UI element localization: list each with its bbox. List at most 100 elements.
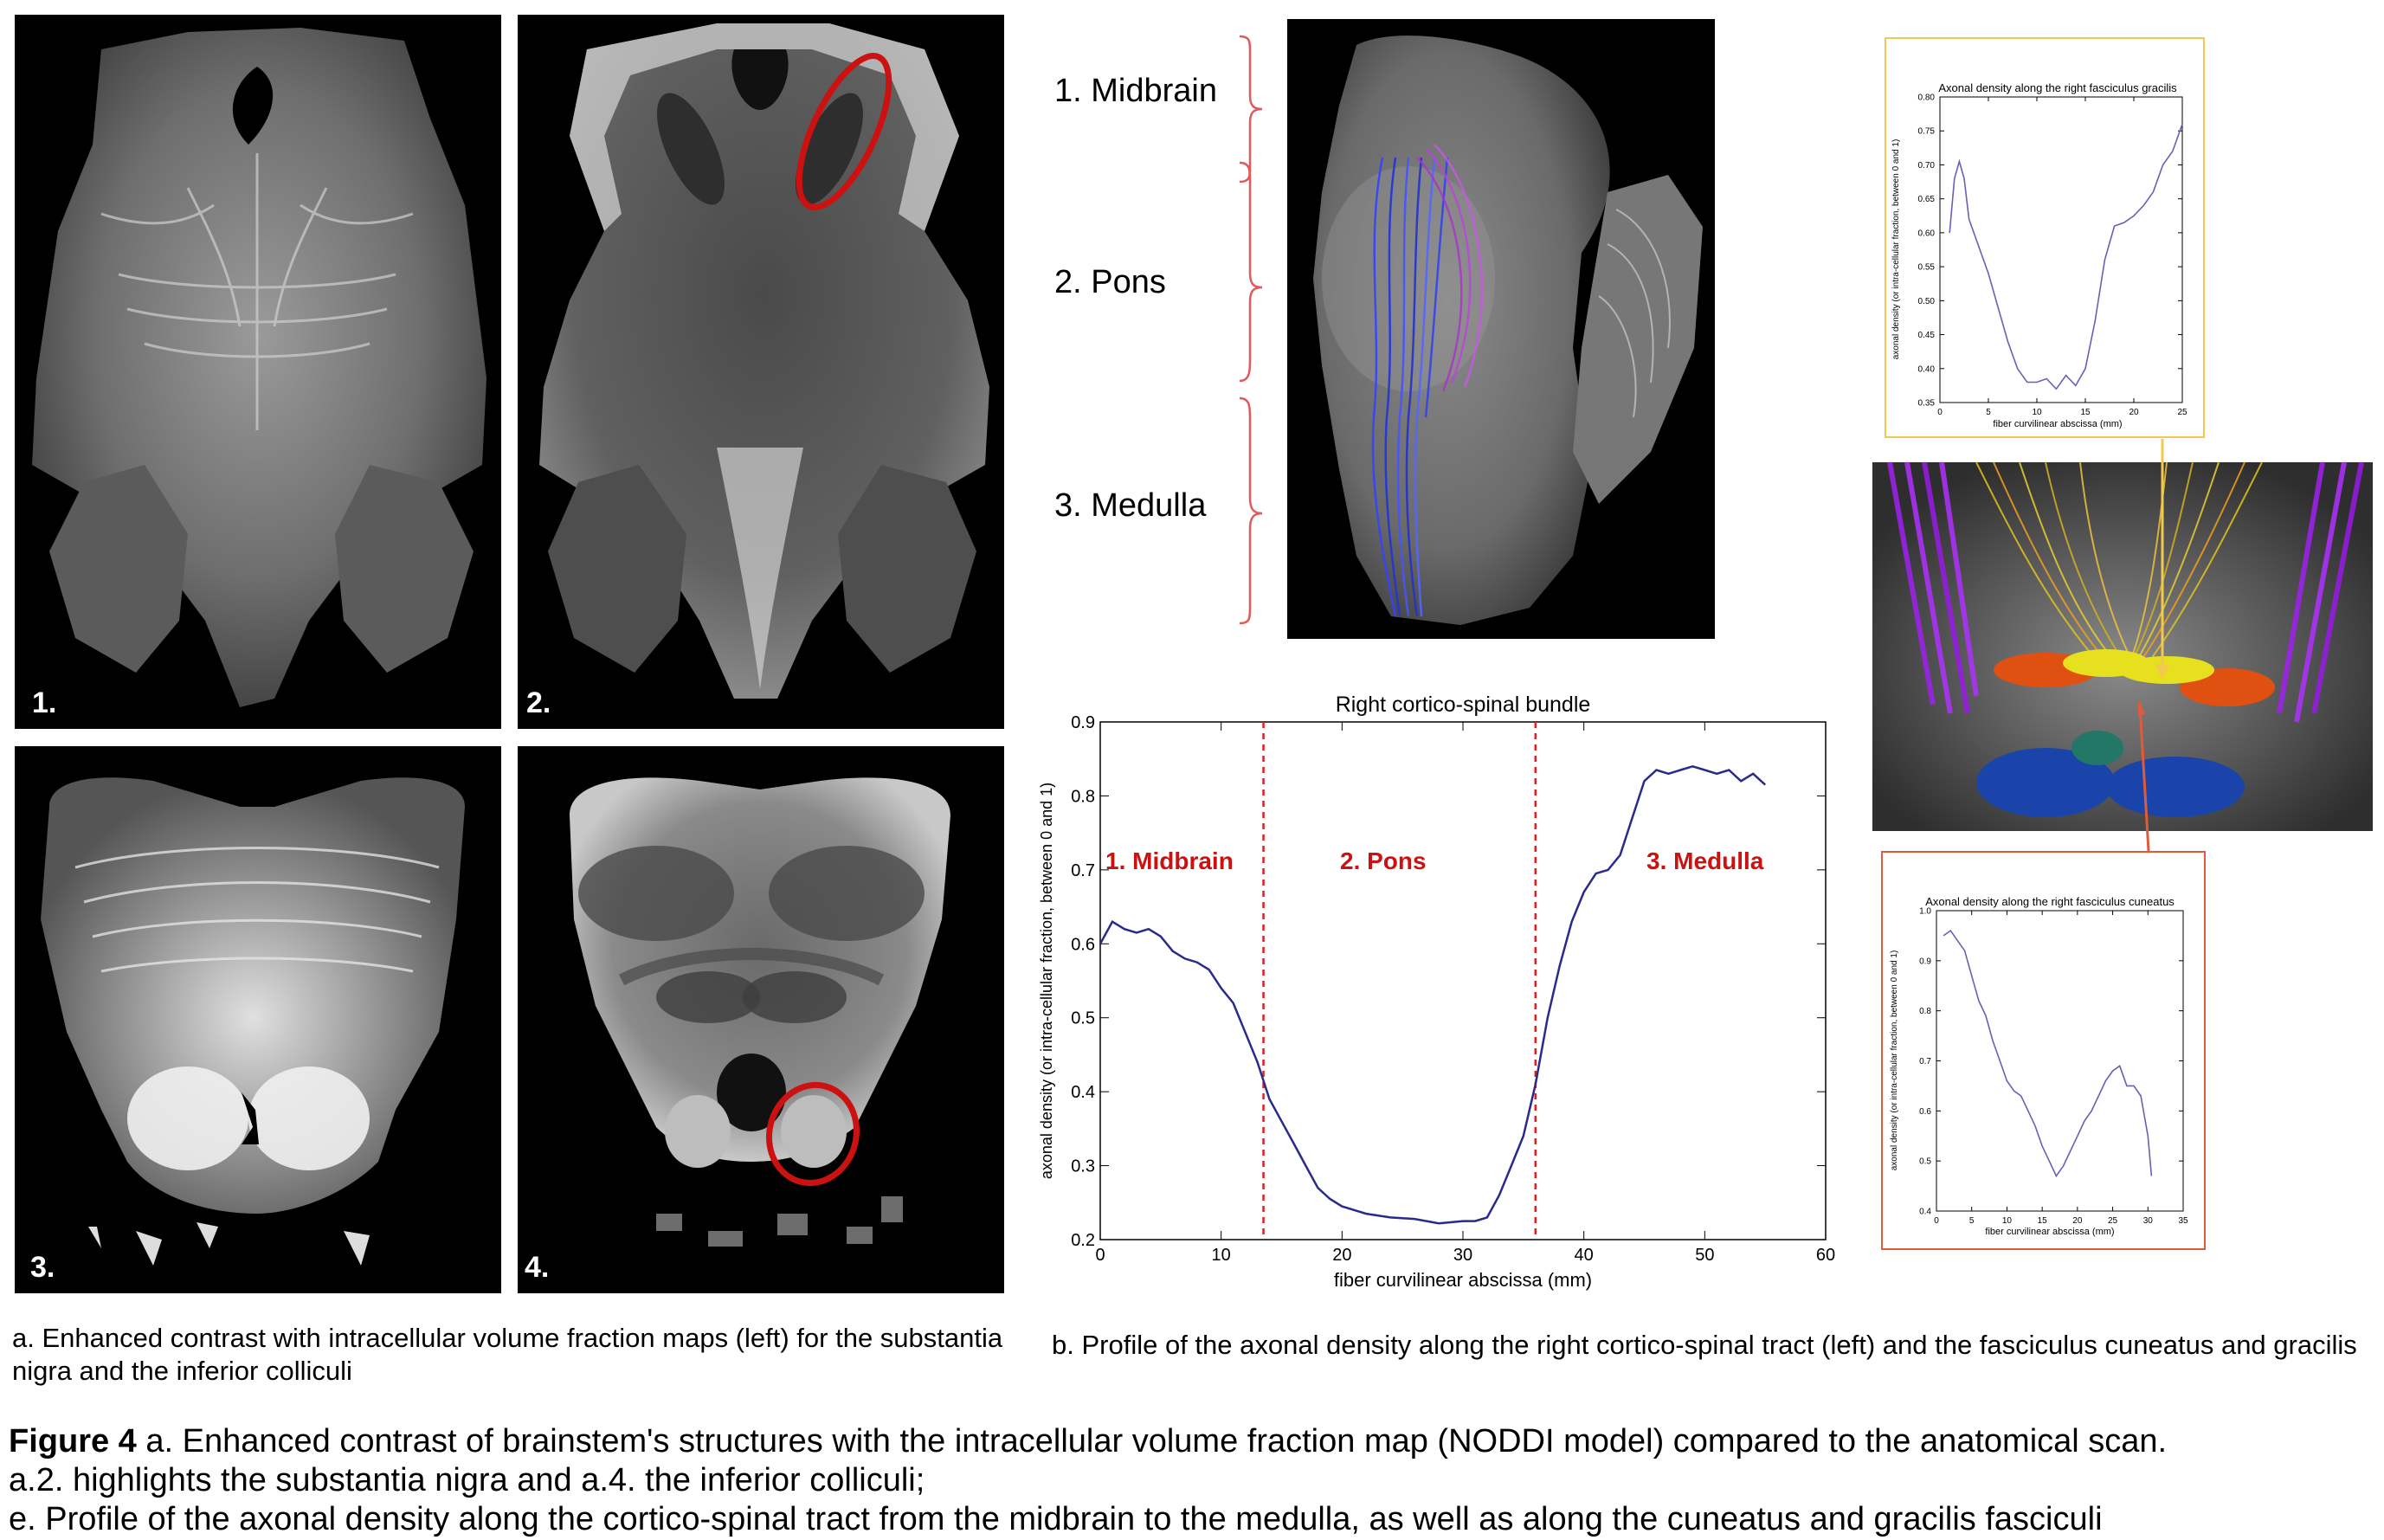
y-tick-label: 0.6: [1071, 935, 1095, 954]
caption-b: b. Profile of the axonal density along t…: [1052, 1330, 2357, 1360]
y-tick-label: 0.8: [1919, 1007, 1931, 1016]
series-line: [1099, 764, 1767, 1225]
mri-panel-3: 3.: [15, 746, 501, 1293]
region-label-medulla: 3. Medulla: [1054, 487, 1207, 524]
inferior-colliculus-highlight: [766, 1081, 860, 1187]
figure-caption-line-1: Figure 4 a. Enhanced contrast of brainst…: [9, 1422, 2167, 1460]
x-tick-label: 0: [1937, 408, 1943, 417]
y-tick-label: 0.50: [1918, 297, 1936, 306]
chart-cuneatus: Axonal density along the right fasciculu…: [1881, 851, 2206, 1250]
y-tick-label: 0.4: [1919, 1208, 1931, 1217]
axis-ticks: 0 5 10 15 20 25 0.35 0.40 0.45 0.50 0.55 0.60 0.65 0.…: [1918, 93, 2187, 418]
chart-cortico-spinal: Right cortico-spinal bundle 0 10 20 30 40 50 6…: [1038, 693, 1835, 1291]
y-tick-label: 0.7: [1071, 861, 1095, 880]
figure-caption-text-1: a. Enhanced contrast of brainstem's stru…: [136, 1423, 2168, 1459]
x-tick-label: 5: [1969, 1216, 1975, 1226]
series-line: [1949, 124, 2183, 390]
x-tick-label: 10: [2002, 1216, 2013, 1226]
y-tick-label: 0.80: [1918, 93, 1936, 103]
y-tick-label: 0.60: [1918, 229, 1936, 238]
y-tick-label: 0.9: [1919, 957, 1931, 966]
mri-panel-1: 1.: [15, 15, 501, 729]
y-tick-label: 0.9: [1071, 713, 1095, 732]
substantia-nigra-highlight: [796, 53, 892, 210]
y-tick-label: 0.45: [1918, 331, 1936, 340]
x-tick-label: 20: [1332, 1246, 1351, 1265]
chart-title: Axonal density along the right fasciculu…: [1925, 895, 2175, 908]
cortico-spinal-tract-image: [1313, 35, 1703, 625]
y-tick-label: 1.0: [1919, 907, 1931, 917]
y-tick-label: 0.55: [1918, 263, 1936, 273]
y-axis-label: axonal density (or intra-cellular fracti…: [1890, 950, 1899, 1171]
x-tick-label: 5: [1986, 408, 1991, 417]
panel-label: 1.: [32, 686, 57, 719]
mri-panel-4: 4.: [518, 746, 1004, 1293]
region-divider-lines: [1262, 722, 1537, 1240]
caption-a: a. Enhanced contrast with intracellular …: [12, 1323, 1003, 1386]
x-tick-label: 20: [2129, 408, 2139, 417]
x-tick-label: 15: [2038, 1216, 2048, 1226]
y-tick-label: 0.70: [1918, 161, 1936, 171]
figure-label: Figure 4: [9, 1423, 137, 1459]
x-tick-label: 0: [1095, 1246, 1105, 1265]
y-tick-label: 0.35: [1918, 399, 1936, 409]
y-tick-label: 0.3: [1071, 1157, 1095, 1176]
x-tick-label: 0: [1934, 1216, 1939, 1226]
chart-plot-area: [1939, 96, 2183, 403]
x-tick-label: 30: [1453, 1246, 1472, 1265]
mri-panel-2: 2.: [518, 15, 1004, 729]
y-tick-label: 0.5: [1071, 1009, 1095, 1028]
y-tick-label: 0.2: [1071, 1231, 1095, 1250]
annotation-midbrain: 1. Midbrain: [1105, 847, 1234, 874]
region-label-pons: 2. Pons: [1054, 264, 1166, 300]
x-tick-label: 30: [2143, 1216, 2154, 1226]
tractography-sagittal: [1287, 19, 1715, 639]
y-tick-label: 0.6: [1919, 1107, 1931, 1117]
tractography-3d-render: [1872, 462, 2373, 831]
chart-title: Right cortico-spinal bundle: [1336, 693, 1591, 717]
brainstem-coronal-noddi-image: [570, 777, 950, 1247]
y-tick-label: 0.40: [1918, 364, 1936, 374]
chart-title: Axonal density along the right fasciculu…: [1938, 81, 2177, 94]
panel-label: 2.: [526, 686, 551, 719]
x-tick-label: 25: [2177, 408, 2187, 417]
region-label-midbrain: 1. Midbrain: [1054, 73, 1217, 109]
y-axis-label: axonal density (or intra-cellular fracti…: [1891, 139, 1901, 360]
y-tick-label: 0.75: [1918, 127, 1936, 137]
x-tick-label: 25: [2108, 1216, 2118, 1226]
x-axis-label: fiber curvilinear abscissa (mm): [1993, 419, 2122, 429]
figure-caption-line-2: a.2. highlights the substantia nigra and…: [9, 1462, 925, 1498]
figure-caption-line-3: e. Profile of the axonal density along t…: [9, 1501, 2103, 1537]
region-braces: [1239, 35, 1263, 625]
x-axis-label: fiber curvilinear abscissa (mm): [1334, 1269, 1592, 1291]
axis-ticks: 0 10 20 30 40 50 60 0.2 0.3 0.4 0.5 0.6 0.7 0.8 0.9: [1071, 713, 1835, 1265]
y-axis-label: axonal density (or intra-cellular fracti…: [1038, 783, 1055, 1179]
y-tick-label: 0.4: [1071, 1083, 1095, 1102]
brainstem-axial-anatomical-image: [32, 28, 486, 707]
y-tick-label: 0.7: [1919, 1057, 1931, 1066]
x-tick-label: 40: [1575, 1246, 1594, 1265]
x-tick-label: 15: [2080, 408, 2091, 417]
series-line: [1943, 929, 2153, 1178]
annotation-medulla: 3. Medulla: [1646, 847, 1764, 874]
x-tick-label: 10: [2032, 408, 2042, 417]
axis-ticks: 0 5 10 15 20 25 30 35 0.4 0.5 0.6 0.7 0.8 0.9 1.0: [1919, 907, 2188, 1227]
chart-plot-area: [1099, 721, 1827, 1240]
x-axis-label: fiber curvilinear abscissa (mm): [1985, 1227, 2114, 1237]
panel-label: 3.: [30, 1251, 55, 1284]
chart-gracilis: Axonal density along the right fasciculu…: [1885, 37, 2205, 438]
x-tick-label: 35: [2178, 1216, 2188, 1226]
x-tick-label: 10: [1212, 1246, 1231, 1265]
y-tick-label: 0.65: [1918, 195, 1936, 204]
x-tick-label: 60: [1816, 1246, 1835, 1265]
panel-label: 4.: [525, 1251, 550, 1284]
x-tick-label: 50: [1695, 1246, 1714, 1265]
y-tick-label: 0.5: [1919, 1157, 1931, 1167]
annotation-pons: 2. Pons: [1340, 847, 1427, 874]
y-tick-label: 0.8: [1071, 787, 1095, 806]
chart-plot-area: [1936, 910, 2184, 1212]
connector-arrows: [2138, 439, 2169, 852]
brainstem-coronal-anatomical-image: [41, 777, 465, 1266]
fasciculus-3d-image: [1872, 462, 2373, 831]
x-tick-label: 20: [2072, 1216, 2083, 1226]
